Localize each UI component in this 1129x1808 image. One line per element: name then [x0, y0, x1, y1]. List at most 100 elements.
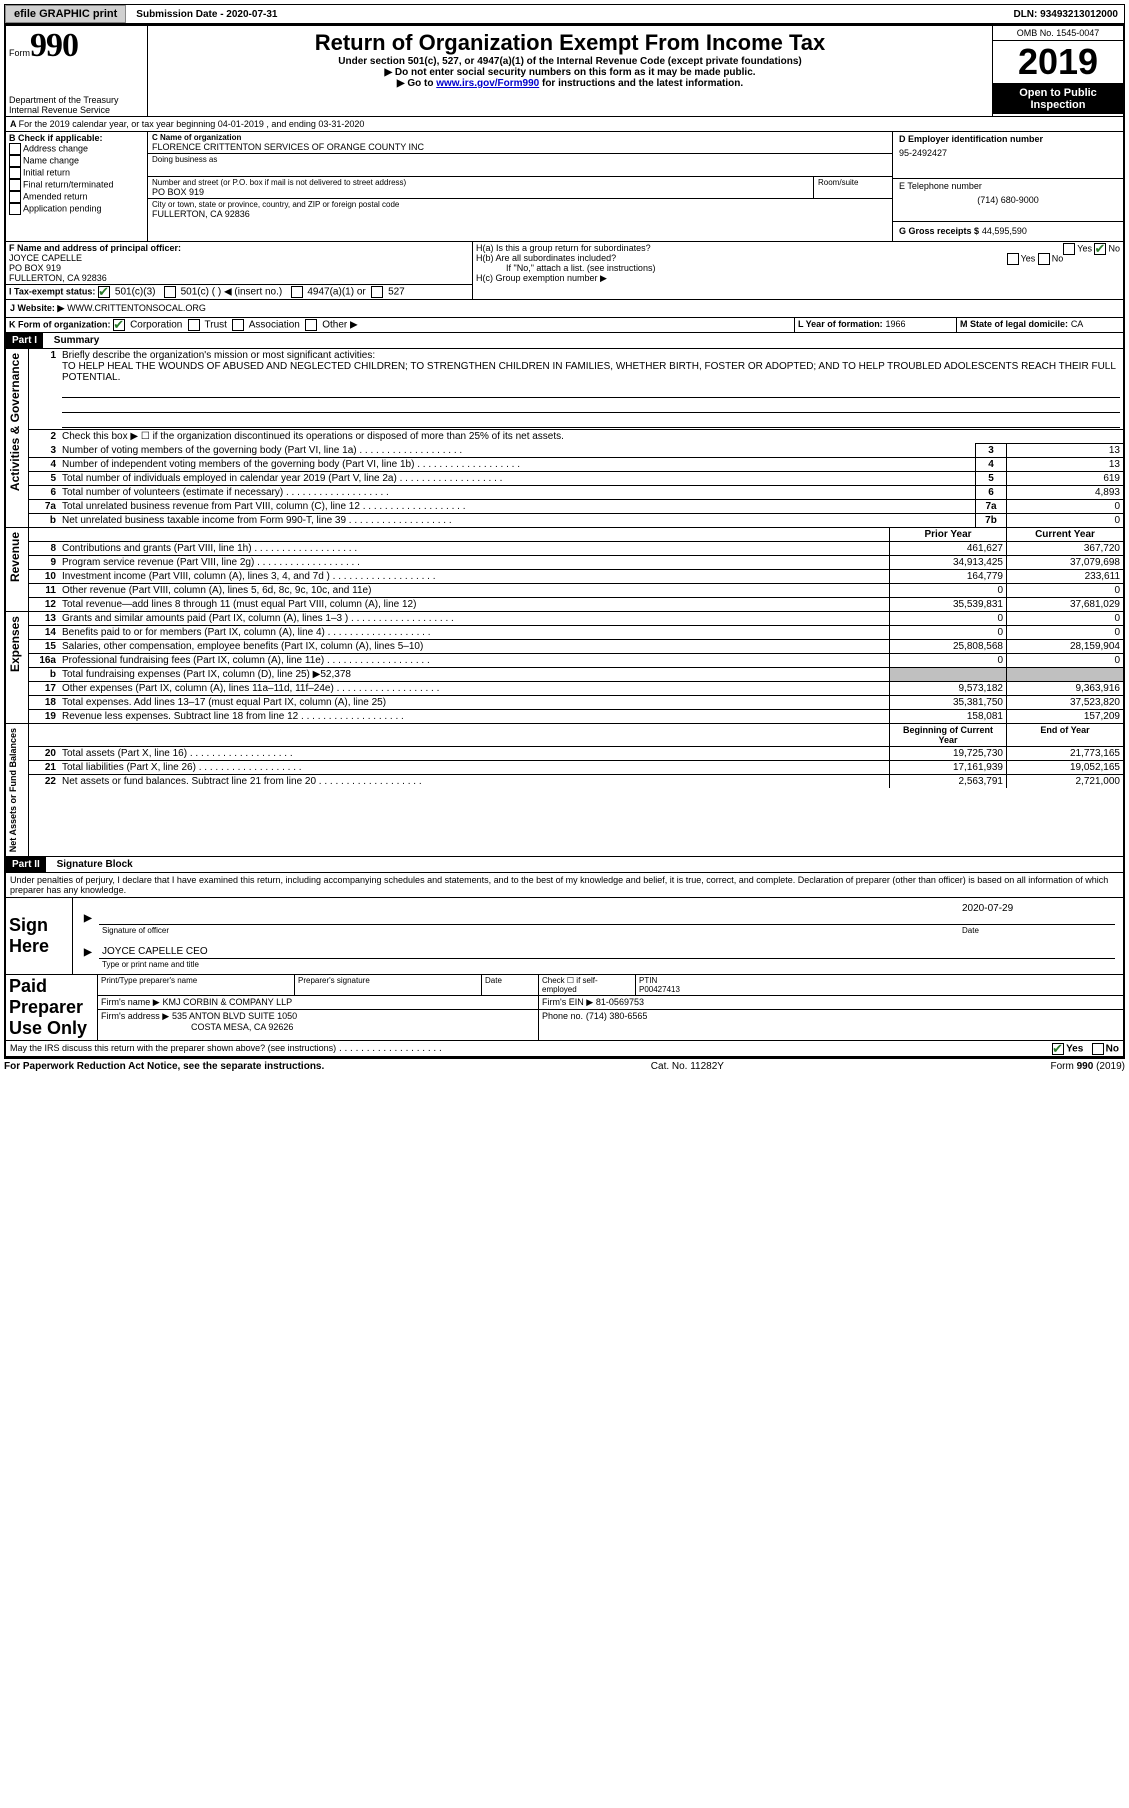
- part1-title: Summary: [46, 335, 100, 346]
- prep-h4: Check ☐ if self-employed: [539, 975, 636, 996]
- dln: DLN: 93493213012000: [1007, 7, 1124, 22]
- k-other[interactable]: [305, 319, 317, 331]
- ha-yes[interactable]: [1063, 243, 1075, 255]
- mission-q: Briefly describe the organization's miss…: [62, 350, 375, 361]
- box-f-label: F Name and address of principal officer:: [9, 243, 469, 253]
- omb-number: OMB No. 1545-0047: [993, 26, 1123, 41]
- line12: Total revenue—add lines 8 through 11 (mu…: [59, 598, 890, 612]
- phone: (714) 680-9000: [899, 195, 1117, 205]
- beginning-year-header: Beginning of Current Year: [890, 724, 1007, 747]
- return-title: Return of Organization Exempt From Incom…: [156, 30, 984, 56]
- firm-name-label: Firm's name ▶: [101, 997, 160, 1007]
- phone-label: Phone no.: [542, 1011, 583, 1021]
- h-a: H(a) Is this a group return for subordin…: [476, 243, 1120, 253]
- checkbox-amended[interactable]: [9, 191, 21, 203]
- efile-print-button[interactable]: efile GRAPHIC print: [5, 5, 126, 23]
- vlabel-exp: Expenses: [6, 612, 24, 676]
- line21: Total liabilities (Part X, line 26): [59, 761, 890, 775]
- line3: Number of voting members of the governin…: [59, 444, 976, 458]
- ein: 95-2492427: [899, 148, 1117, 158]
- k-assoc[interactable]: [232, 319, 244, 331]
- box-e-label: E Telephone number: [899, 181, 1117, 191]
- dept-label: Department of the Treasury: [9, 95, 144, 105]
- irs-label: Internal Revenue Service: [9, 105, 144, 115]
- paid-preparer-label: Paid Preparer Use Only: [9, 976, 94, 1039]
- part1-header: Part I: [6, 333, 43, 348]
- h-c: H(c) Group exemption number ▶: [476, 273, 1120, 284]
- arrow-icon: ▶: [84, 913, 92, 924]
- line15: Salaries, other compensation, employee b…: [59, 640, 890, 654]
- i-501c3[interactable]: [98, 286, 110, 298]
- line20: Total assets (Part X, line 16): [59, 747, 890, 761]
- firm-addr2: COSTA MESA, CA 92626: [101, 1022, 293, 1032]
- room-label: Room/suite: [818, 178, 888, 187]
- prep-h2: Preparer's signature: [295, 975, 482, 996]
- k-corp[interactable]: [113, 319, 125, 331]
- sign-here-label: Sign Here: [9, 915, 69, 957]
- box-m-label: M State of legal domicile:: [960, 319, 1068, 329]
- part2-header: Part II: [6, 857, 46, 872]
- hb-no[interactable]: [1038, 253, 1050, 265]
- discuss-yes[interactable]: [1052, 1043, 1064, 1055]
- prep-h1: Print/Type preparer's name: [98, 975, 295, 996]
- dba-label: Doing business as: [152, 155, 888, 164]
- prep-phone: (714) 380-6565: [586, 1011, 648, 1021]
- footer-right: Form 990 (2019): [1051, 1061, 1125, 1072]
- box-i-label: I Tax-exempt status:: [9, 287, 95, 297]
- checkbox-application-pending[interactable]: [9, 203, 21, 215]
- tax-year: 2019: [993, 41, 1123, 84]
- line4: Number of independent voting members of …: [59, 458, 976, 472]
- line6: Total number of volunteers (estimate if …: [59, 486, 976, 500]
- firm-addr1: 535 ANTON BLVD SUITE 1050: [172, 1011, 297, 1021]
- subtitle-3: ▶ Go to www.irs.gov/Form990 for instruct…: [156, 78, 984, 89]
- box-k-label: K Form of organization:: [9, 320, 111, 330]
- i-527[interactable]: [371, 286, 383, 298]
- h-b: H(b) Are all subordinates included? Yes …: [476, 253, 1120, 263]
- checkbox-initial-return[interactable]: [9, 167, 21, 179]
- line16b: Total fundraising expenses (Part IX, col…: [59, 668, 890, 682]
- line2: Check this box ▶ ☐ if the organization d…: [59, 430, 1123, 444]
- open-to-public: Open to Public Inspection: [993, 84, 1123, 114]
- instructions-link[interactable]: www.irs.gov/Form990: [436, 78, 539, 89]
- line8: Contributions and grants (Part VIII, lin…: [59, 542, 890, 556]
- footer-left: For Paperwork Reduction Act Notice, see …: [4, 1061, 324, 1072]
- k-trust[interactable]: [188, 319, 200, 331]
- domicile: CA: [1071, 319, 1084, 329]
- line9: Program service revenue (Part VIII, line…: [59, 556, 890, 570]
- hb-yes[interactable]: [1007, 253, 1019, 265]
- subtitle-2: ▶ Do not enter social security numbers o…: [156, 67, 984, 78]
- sig-date-label: Date: [959, 925, 1115, 937]
- vlabel-rev: Revenue: [6, 528, 24, 586]
- firm-addr-label: Firm's address ▶: [101, 1011, 169, 1021]
- firm-name: KMJ CORBIN & COMPANY LLP: [162, 997, 292, 1007]
- box-c-label: C Name of organization: [152, 133, 888, 142]
- discuss-no[interactable]: [1092, 1043, 1104, 1055]
- checkbox-address-change[interactable]: [9, 143, 21, 155]
- current-year-header: Current Year: [1007, 528, 1124, 542]
- mission-text: TO HELP HEAL THE WOUNDS OF ABUSED AND NE…: [62, 361, 1116, 383]
- i-501c[interactable]: [164, 286, 176, 298]
- addr-label: Number and street (or P.O. box if mail i…: [152, 178, 809, 187]
- firm-ein: 81-0569753: [596, 997, 644, 1007]
- line10: Investment income (Part VIII, column (A)…: [59, 570, 890, 584]
- line19: Revenue less expenses. Subtract line 18 …: [59, 710, 890, 724]
- vlabel-na: Net Assets or Fund Balances: [6, 724, 20, 856]
- org-name: FLORENCE CRITTENTON SERVICES OF ORANGE C…: [152, 142, 888, 152]
- ha-no[interactable]: [1094, 243, 1106, 255]
- line14: Benefits paid to or for members (Part IX…: [59, 626, 890, 640]
- part2-title: Signature Block: [49, 859, 133, 870]
- officer-addr2: FULLERTON, CA 92836: [9, 273, 469, 283]
- checkbox-final-return[interactable]: [9, 179, 21, 191]
- checkbox-name-change[interactable]: [9, 155, 21, 167]
- end-year-header: End of Year: [1007, 724, 1124, 747]
- type-print-label: Type or print name and title: [99, 959, 1115, 971]
- prior-year-header: Prior Year: [890, 528, 1007, 542]
- org-address: PO BOX 919: [152, 187, 809, 197]
- perjury-statement: Under penalties of perjury, I declare th…: [6, 873, 1123, 898]
- line18: Total expenses. Add lines 13–17 (must eq…: [59, 696, 890, 710]
- i-4947[interactable]: [291, 286, 303, 298]
- tax-year-line: For the 2019 calendar year, or tax year …: [19, 119, 365, 129]
- line5: Total number of individuals employed in …: [59, 472, 976, 486]
- prep-h3: Date: [482, 975, 539, 996]
- line7b: Net unrelated business taxable income fr…: [59, 514, 976, 528]
